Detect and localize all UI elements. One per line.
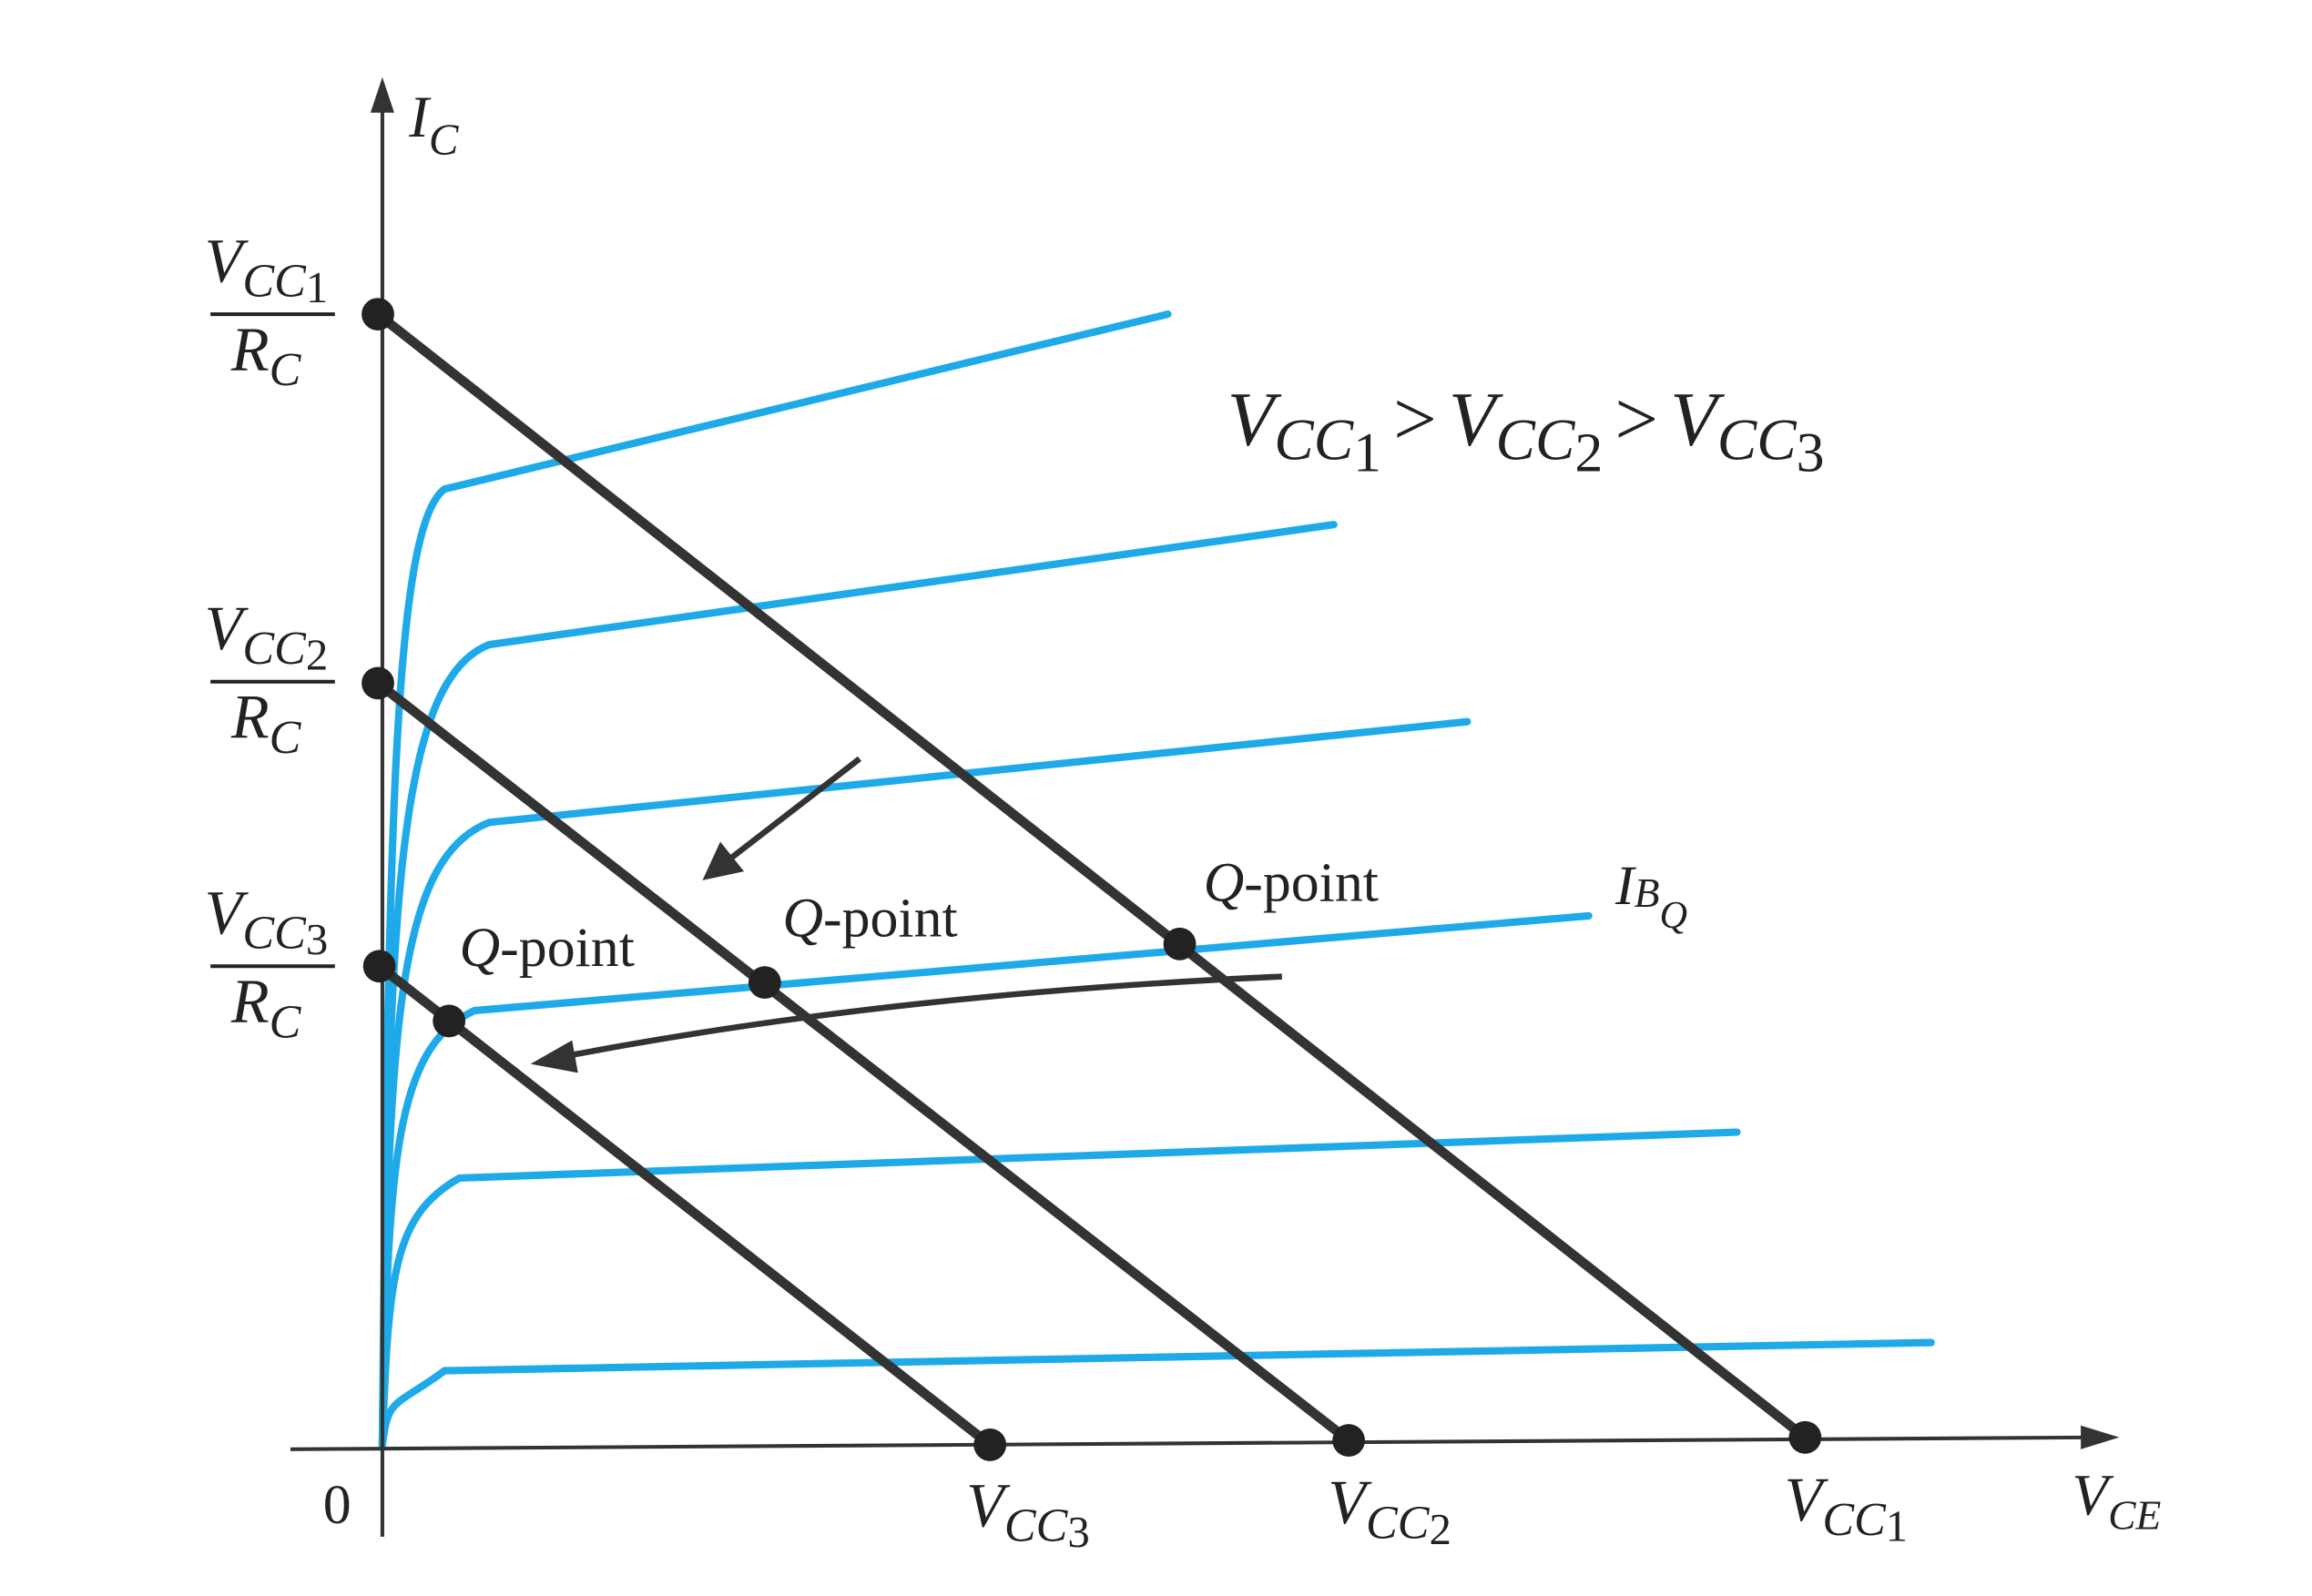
voltage-label: VCC2 [1328,1468,1451,1554]
subscript: CC [1274,408,1354,473]
x-axis-arrow [2081,1425,2120,1449]
index: 2 [1430,1504,1451,1554]
symbol: V [2072,1462,2114,1528]
intercept-dot [1332,1424,1365,1457]
load-line [374,961,995,1450]
q-point-label: Q-point [782,888,957,950]
subscript: CE [2108,1492,2161,1539]
symbol: V [1449,377,1503,462]
subscript: C [270,344,302,396]
x-axis-label: VCE [2072,1462,2161,1538]
index: 1 [1353,422,1381,484]
subscript: CC [1496,408,1576,473]
index: 3 [1797,422,1825,484]
subscript: C [270,996,302,1048]
subsubscript: Q [1659,894,1687,937]
characteristic-curve [378,1128,1741,1449]
symbol: V [1785,1465,1829,1534]
subscript: CC [1366,1497,1431,1549]
symbol: V [966,1470,1011,1540]
symbol: R [230,967,270,1036]
arrow-head [530,1040,578,1073]
index: 2 [306,630,328,680]
letter: Q [782,888,823,950]
points [362,298,1822,1461]
suffix: -point [1244,852,1379,914]
arrow-head [702,841,745,880]
intercept-dot [1788,1420,1822,1454]
intercept-dot [362,950,396,983]
letter: Q [460,917,501,979]
relation: VCC1 > VCC2 > VCC3 [1227,377,1825,483]
q-point-dot [1163,927,1197,961]
y-axis-label: IC [408,85,460,165]
subscript: B [1635,869,1660,916]
subscript: CC [242,908,307,960]
symbol: V [1227,377,1282,462]
symbol: V [205,226,250,295]
operator: > [1393,377,1437,462]
characteristic-curves [378,310,1935,1449]
voltage-labels: VCC3 VCC2 VCC1 [966,1465,1908,1557]
q-shift-arrow [562,973,1282,1060]
numerator: VCC2 [205,594,329,680]
suffix: -point [500,917,635,979]
origin-label: 0 [323,1474,351,1536]
q-point-label: Q-point [460,917,635,979]
x-axis [290,1435,2093,1451]
symbol: R [230,315,270,384]
numerator: VCC1 [205,226,329,312]
denominator: RC [230,315,302,396]
load-line [372,309,1810,1443]
subscript: C [270,712,302,764]
intercept-dot [362,666,394,700]
operator: > [1614,377,1658,462]
subscript: CC [1004,1500,1069,1552]
subscript: C [429,114,460,164]
index: 1 [1886,1501,1908,1551]
symbol: I [1614,855,1636,917]
subscript: CC [242,623,307,675]
q-point-dot [748,966,781,1000]
symbol: I [408,85,432,150]
shift-arrow [727,756,861,862]
letter: Q [1204,852,1245,914]
denominator: RC [230,967,302,1048]
characteristic-curve [378,521,1338,1449]
index: 2 [1574,422,1603,484]
subscript: CC [1822,1494,1887,1546]
subscript: CC [242,256,307,308]
symbol: V [205,594,250,663]
curve-label: IBQ [1614,855,1687,937]
index: 3 [1067,1507,1089,1557]
numerator: VCC3 [205,878,329,964]
suffix: -point [823,888,958,950]
characteristic-curve [378,1338,1935,1449]
q-point-dot [433,1004,466,1038]
load-line [372,678,1354,1446]
index: 3 [306,914,328,964]
denominator: RC [230,683,302,764]
symbol: V [1670,377,1725,462]
q-point-label: Q-point [1204,852,1379,914]
characteristic-curve [378,717,1472,1449]
index: 1 [306,262,328,312]
intercept-dot [362,298,394,331]
voltage-label: VCC1 [1785,1465,1909,1551]
symbol: R [230,683,270,752]
symbol: V [205,878,250,947]
intercept-dot [973,1428,1007,1461]
subscript: CC [1717,408,1798,473]
symbol: V [1328,1468,1372,1537]
y-axis-arrow [370,76,394,113]
voltage-label: VCC3 [966,1470,1090,1557]
